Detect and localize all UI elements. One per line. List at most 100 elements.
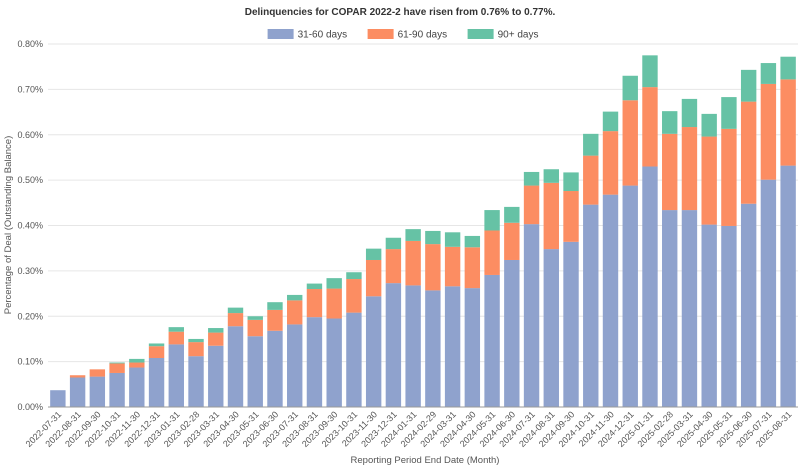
bar-segment bbox=[227, 307, 244, 314]
bar-segment bbox=[287, 324, 303, 407]
y-tick-label: 0.40% bbox=[17, 221, 43, 231]
bar-segment bbox=[681, 210, 698, 407]
bar-segment bbox=[247, 319, 263, 337]
y-axis-ticks: 0.00% 0.10% 0.20% 0.30% 0.40% 0.50% 0.60% 0.70%… bbox=[17, 39, 43, 412]
bar-segment bbox=[563, 241, 579, 407]
bar-segment bbox=[701, 136, 717, 225]
bar-segment bbox=[168, 331, 184, 345]
bar-segment bbox=[148, 357, 165, 407]
bar-segment bbox=[129, 358, 145, 363]
bar-segment bbox=[89, 369, 106, 377]
bar-segment bbox=[385, 249, 402, 284]
bar-segment bbox=[760, 179, 777, 407]
bar-segment bbox=[306, 283, 323, 290]
bar-segment bbox=[425, 230, 441, 245]
y-axis-title: Percentage of Deal (Outstanding Balance) bbox=[3, 136, 14, 315]
y-tick-label: 0.00% bbox=[17, 402, 43, 412]
bar-segment bbox=[247, 316, 263, 320]
bar-segment bbox=[563, 172, 579, 192]
bar-segment bbox=[622, 100, 638, 186]
bar-segment bbox=[267, 330, 283, 407]
y-tick-label: 0.80% bbox=[17, 39, 43, 49]
bar-segment bbox=[188, 338, 204, 343]
bar-segment bbox=[662, 210, 678, 407]
bar-segment bbox=[346, 279, 362, 313]
bar-segment bbox=[523, 185, 540, 225]
legend-label: 61-90 days bbox=[398, 30, 447, 41]
bar-segment bbox=[681, 127, 698, 211]
legend-swatch bbox=[467, 29, 494, 39]
bar-segment bbox=[306, 289, 323, 318]
bar-segment bbox=[287, 300, 303, 325]
bar-segment bbox=[583, 204, 599, 407]
bar-segment bbox=[721, 97, 737, 129]
bar-segment bbox=[188, 342, 204, 357]
bar-segment bbox=[484, 210, 500, 231]
bar-segment bbox=[109, 372, 125, 407]
bar-segment bbox=[109, 363, 125, 373]
bar-segment bbox=[642, 87, 658, 167]
bars bbox=[50, 55, 796, 407]
bar-segment bbox=[69, 375, 86, 378]
legend-label: 31-60 days bbox=[298, 30, 347, 41]
bar-segment bbox=[622, 75, 638, 101]
y-tick-label: 0.70% bbox=[17, 84, 43, 94]
y-tick-label: 0.50% bbox=[17, 175, 43, 185]
bar-segment bbox=[740, 203, 757, 407]
bar-segment bbox=[306, 317, 323, 407]
bar-segment bbox=[287, 294, 303, 301]
y-tick-label: 0.60% bbox=[17, 130, 43, 140]
bar-segment bbox=[188, 356, 204, 407]
bar-segment bbox=[464, 235, 481, 248]
bar-segment bbox=[385, 237, 402, 250]
legend-label: 90+ days bbox=[498, 30, 539, 41]
bar-segment bbox=[346, 312, 362, 407]
bar-segment bbox=[385, 283, 402, 407]
bar-segment bbox=[780, 79, 796, 166]
bar-segment bbox=[129, 362, 145, 368]
bar-segment bbox=[267, 309, 283, 331]
bar-segment bbox=[642, 55, 658, 88]
bar-segment bbox=[405, 285, 421, 407]
bar-segment bbox=[543, 249, 559, 407]
bar-segment bbox=[504, 222, 520, 260]
bar-segment bbox=[365, 248, 382, 260]
bar-segment bbox=[464, 247, 481, 289]
x-axis-title: Reporting Period End Date (Month) bbox=[351, 455, 500, 466]
bar-segment bbox=[365, 296, 382, 407]
bar-segment bbox=[543, 169, 559, 183]
bar-segment bbox=[208, 332, 224, 346]
bar-segment bbox=[780, 56, 796, 80]
bar-segment bbox=[405, 229, 421, 241]
bar-segment bbox=[642, 166, 658, 407]
bar-segment bbox=[523, 224, 540, 407]
bar-segment bbox=[583, 155, 599, 205]
bar-segment bbox=[227, 313, 244, 327]
bar-segment bbox=[464, 288, 481, 407]
bar-segment bbox=[622, 185, 638, 407]
bar-segment bbox=[662, 111, 678, 134]
legend-swatch bbox=[367, 29, 394, 39]
y-tick-label: 0.20% bbox=[17, 311, 43, 321]
bar-segment bbox=[760, 63, 777, 84]
bar-segment bbox=[583, 133, 599, 156]
bar-segment bbox=[346, 272, 362, 280]
x-axis-ticks: 2022-07-312022-08-312022-09-302022-10-31… bbox=[24, 409, 794, 449]
bar-segment bbox=[227, 326, 244, 407]
bar-segment bbox=[740, 69, 757, 102]
bar-segment bbox=[444, 246, 461, 287]
bar-segment bbox=[405, 240, 421, 286]
bar-segment bbox=[129, 367, 145, 407]
bar-segment bbox=[563, 191, 579, 242]
bar-segment bbox=[365, 259, 382, 297]
bar-segment bbox=[740, 101, 757, 204]
bar-segment bbox=[326, 318, 342, 407]
bar-segment bbox=[721, 128, 737, 226]
bar-segment bbox=[523, 171, 540, 186]
bar-segment bbox=[760, 83, 777, 180]
bar-segment bbox=[208, 328, 224, 333]
bar-segment bbox=[168, 327, 184, 332]
bar-segment bbox=[208, 345, 224, 407]
bar-segment bbox=[484, 230, 500, 275]
bar-segment bbox=[602, 131, 619, 195]
